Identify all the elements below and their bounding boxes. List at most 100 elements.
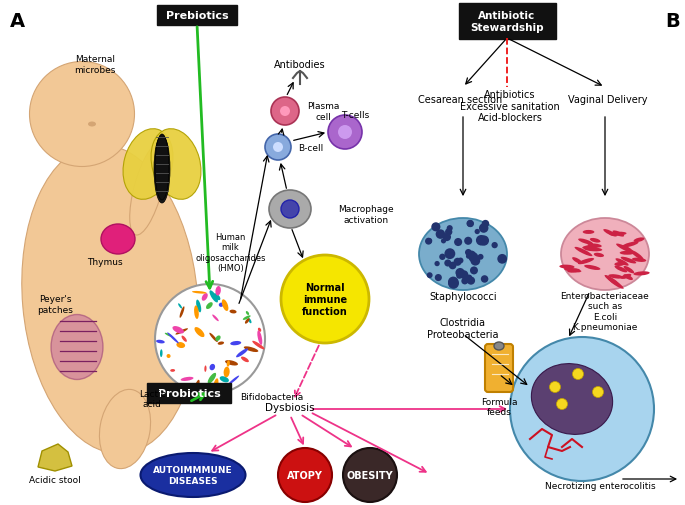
Circle shape (481, 276, 488, 283)
Text: T-cells: T-cells (341, 110, 369, 119)
Text: Dysbiosis: Dysbiosis (265, 402, 315, 412)
Circle shape (449, 262, 456, 270)
Ellipse shape (532, 364, 612, 435)
Text: Probiotics: Probiotics (158, 388, 221, 398)
Ellipse shape (575, 247, 593, 257)
Ellipse shape (214, 294, 221, 300)
Circle shape (439, 254, 445, 261)
Text: Bifidobacteria: Bifidobacteria (240, 392, 303, 401)
Circle shape (328, 116, 362, 149)
Ellipse shape (229, 310, 236, 314)
Circle shape (427, 273, 433, 279)
Circle shape (556, 399, 567, 410)
Circle shape (467, 277, 475, 285)
Polygon shape (38, 444, 72, 471)
Circle shape (471, 256, 480, 266)
Circle shape (447, 226, 453, 232)
Text: Plasma
cell: Plasma cell (307, 102, 339, 122)
Ellipse shape (227, 361, 230, 367)
Ellipse shape (588, 244, 601, 248)
Ellipse shape (192, 291, 207, 294)
Circle shape (477, 255, 484, 260)
Ellipse shape (623, 267, 634, 274)
Text: Necrotizing enterocolitis: Necrotizing enterocolitis (545, 481, 656, 490)
Ellipse shape (561, 219, 649, 290)
Text: Acidic stool: Acidic stool (29, 475, 81, 484)
Circle shape (470, 267, 478, 275)
Text: Formula
feeds: Formula feeds (481, 397, 517, 417)
Circle shape (281, 256, 369, 343)
Circle shape (343, 448, 397, 502)
Ellipse shape (219, 303, 223, 307)
Ellipse shape (140, 453, 245, 497)
Circle shape (479, 224, 488, 233)
Ellipse shape (578, 259, 594, 265)
Circle shape (278, 448, 332, 502)
Circle shape (435, 274, 442, 282)
Circle shape (476, 235, 486, 246)
FancyBboxPatch shape (485, 344, 513, 392)
Text: Antibiotics
Excessive sanitation
Acid-blockers: Antibiotics Excessive sanitation Acid-bl… (460, 90, 560, 123)
Text: Enterobacteriaceae
such as
E.coli
K.pneumoniae: Enterobacteriaceae such as E.coli K.pneu… (560, 291, 649, 332)
Ellipse shape (215, 286, 221, 296)
Circle shape (469, 252, 478, 263)
Ellipse shape (494, 342, 504, 350)
Ellipse shape (244, 346, 258, 352)
Ellipse shape (567, 269, 580, 273)
Ellipse shape (160, 349, 162, 358)
Text: Antibodies: Antibodies (274, 60, 326, 70)
Ellipse shape (201, 293, 208, 301)
Text: Thymus: Thymus (87, 258, 123, 267)
Ellipse shape (194, 306, 199, 319)
Circle shape (338, 126, 352, 140)
Circle shape (281, 200, 299, 219)
Ellipse shape (170, 369, 175, 372)
Ellipse shape (155, 135, 169, 200)
Ellipse shape (621, 257, 636, 264)
Text: OBESITY: OBESITY (347, 470, 393, 480)
Ellipse shape (123, 129, 173, 200)
Ellipse shape (167, 333, 179, 344)
Circle shape (460, 271, 469, 279)
Ellipse shape (182, 336, 187, 342)
Ellipse shape (612, 231, 624, 237)
Ellipse shape (620, 251, 635, 255)
Ellipse shape (241, 357, 249, 363)
Circle shape (497, 255, 507, 264)
Ellipse shape (166, 355, 171, 358)
Text: Staphylococci: Staphylococci (429, 291, 497, 301)
Text: A: A (10, 12, 25, 31)
Text: Macrophage
activation: Macrophage activation (338, 205, 394, 224)
Circle shape (475, 229, 480, 235)
Text: Clostridia
Proteobacteria: Clostridia Proteobacteria (427, 317, 499, 339)
Circle shape (436, 230, 445, 239)
Ellipse shape (101, 225, 135, 255)
Text: Cesarean section: Cesarean section (418, 95, 502, 105)
Circle shape (491, 242, 498, 249)
Circle shape (273, 143, 283, 153)
Ellipse shape (173, 326, 184, 334)
Circle shape (573, 369, 584, 380)
Ellipse shape (218, 342, 224, 345)
FancyBboxPatch shape (147, 383, 231, 403)
Ellipse shape (584, 247, 602, 252)
Circle shape (466, 221, 474, 228)
Ellipse shape (621, 245, 634, 253)
Circle shape (466, 221, 473, 228)
Circle shape (445, 260, 451, 267)
Ellipse shape (204, 366, 207, 372)
Text: Vaginal Delivery: Vaginal Delivery (569, 95, 648, 105)
Ellipse shape (156, 340, 165, 344)
Ellipse shape (195, 327, 205, 337)
Ellipse shape (572, 258, 582, 264)
Circle shape (466, 254, 471, 259)
Ellipse shape (242, 316, 251, 320)
Circle shape (271, 98, 299, 126)
Ellipse shape (228, 376, 239, 385)
Text: B-cell: B-cell (298, 143, 323, 152)
Ellipse shape (560, 265, 575, 269)
Ellipse shape (605, 275, 620, 286)
Circle shape (445, 229, 452, 236)
Text: Antibiotic
Stewardship: Antibiotic Stewardship (470, 11, 544, 33)
Ellipse shape (213, 379, 219, 391)
